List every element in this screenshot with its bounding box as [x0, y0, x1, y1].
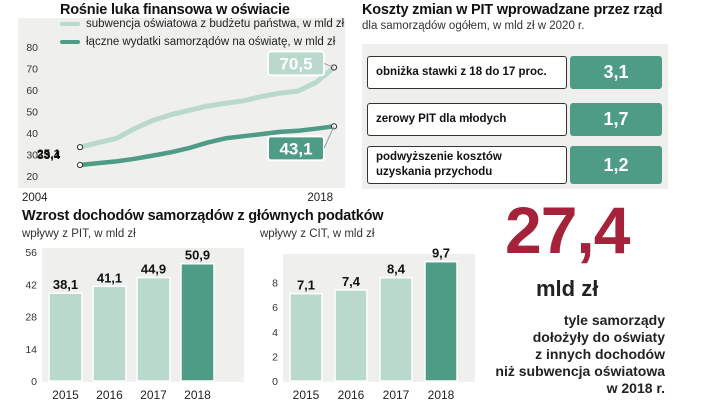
- y-tick-label: 30: [26, 150, 38, 162]
- cost-row-label: obniżka stawki z 18 do 17 proc.: [367, 56, 567, 89]
- x-tick-label: 2016: [96, 388, 123, 402]
- cost-table-subtitle: dla samorządów ogółem, w mld zł w 2020 r…: [362, 20, 585, 32]
- y-tick-label: 40: [26, 128, 38, 140]
- leader-line: [323, 126, 335, 149]
- bar: [289, 292, 323, 382]
- point-marker: [76, 161, 84, 169]
- bar: [379, 276, 413, 382]
- cost-row-value: 3,1: [570, 56, 662, 89]
- y-tick-label: 80: [26, 42, 38, 54]
- cost-row-label: zerowy PIT dla młodych: [367, 103, 567, 136]
- x-tick-label: 2015: [52, 388, 79, 402]
- x-tick-label: 2017: [140, 388, 167, 402]
- bar: [48, 292, 83, 382]
- bar-value-label: 41,1: [97, 270, 122, 285]
- series-line: [77, 64, 337, 150]
- cost-row-value: 1,2: [570, 146, 662, 184]
- y-tick-label: 6: [272, 302, 278, 314]
- bar-value-label: 44,9: [141, 262, 166, 277]
- data-label: 25,1: [37, 147, 61, 161]
- cost-row: podwyższenie kosztów uzyskania przychodu…: [367, 146, 662, 184]
- legend-swatch-light: [60, 22, 80, 26]
- x-tick-label: 2017: [383, 388, 410, 402]
- leader-line: [323, 62, 335, 68]
- y-tick-label: 0: [31, 376, 37, 388]
- bar: [92, 285, 127, 382]
- legend-item-wydatki: łączne wydatki samorządów na oświatę, w …: [60, 36, 335, 48]
- y-tick-label: 28: [25, 312, 37, 324]
- bar-value-label: 8,4: [387, 262, 406, 277]
- caption-line: niż subwencja oświatowa: [495, 363, 665, 379]
- y-tick-label: 20: [26, 171, 38, 183]
- y-tick-label: 0: [272, 376, 278, 388]
- bar-charts-title: Wzrost dochodów samorządów z głównych po…: [22, 208, 384, 224]
- cost-row-value: 1,7: [570, 103, 662, 136]
- bar: [136, 276, 171, 382]
- y-tick-label: 56: [25, 247, 37, 259]
- x-tick-label: 2016: [338, 388, 365, 402]
- x-tick-label: 2004: [22, 192, 48, 204]
- legend-swatch-dark: [60, 40, 80, 44]
- y-tick-label: 60: [26, 85, 38, 97]
- y-tick-label: 14: [25, 344, 37, 356]
- data-label: 70,5: [279, 54, 312, 73]
- legend-label-wydatki: łączne wydatki samorządów na oświatę, w …: [86, 36, 336, 48]
- caption-line: z innych dochodów: [535, 346, 665, 362]
- bar-value-label: 7,4: [342, 274, 361, 289]
- bar-value-label: 7,1: [297, 278, 315, 293]
- bar-value-label: 9,7: [432, 246, 450, 261]
- cost-table-title: Koszty zmian w PIT wprowadzane przez rzą…: [362, 2, 663, 18]
- data-label: 33,4: [37, 148, 61, 162]
- data-label: 43,1: [279, 139, 312, 158]
- bar: [334, 289, 368, 382]
- bar: [424, 260, 458, 382]
- bar: [180, 262, 215, 382]
- y-tick-label: 2: [272, 351, 278, 363]
- y-tick-label: 50: [26, 107, 38, 119]
- highlight-number: 27,4: [505, 193, 630, 267]
- x-tick-label: 2018: [307, 192, 333, 204]
- point-marker: [76, 144, 84, 151]
- cit-subtitle: wpływy z CIT, w mld zł: [260, 228, 375, 240]
- pit-subtitle: wpływy z PIT, w mld zł: [22, 228, 136, 240]
- cost-row: zerowy PIT dla młodych 1,7: [367, 103, 662, 136]
- legend-item-subwencja: subwencja oświatowa z budżetu państwa, w…: [60, 18, 344, 30]
- cost-row: obniżka stawki z 18 do 17 proc. 3,1: [367, 56, 662, 89]
- x-tick-label: 2015: [293, 388, 320, 402]
- bar-value-label: 38,1: [53, 277, 78, 292]
- caption-line: w 2018 r.: [606, 380, 665, 396]
- caption-line: dołożyły do oświaty: [532, 329, 665, 345]
- y-tick-label: 4: [272, 327, 278, 339]
- x-tick-label: 2018: [184, 388, 211, 402]
- series-line: [77, 124, 337, 168]
- line-chart-title: Rośnie luka finansowa w oświacie: [60, 2, 290, 18]
- caption-line: tyle samorządy: [563, 312, 665, 328]
- y-tick-label: 70: [26, 64, 38, 76]
- bar-value-label: 50,9: [185, 248, 210, 263]
- highlight-caption: tyle samorządy dołożyły do oświaty z inn…: [445, 312, 665, 397]
- highlight-unit: mld zł: [536, 276, 599, 301]
- x-tick-label: 2018: [428, 388, 455, 402]
- cost-row-label: podwyższenie kosztów uzyskania przychodu: [367, 146, 567, 184]
- legend-label-subwencja: subwencja oświatowa z budżetu państwa, w…: [86, 18, 345, 30]
- y-tick-label: 42: [25, 279, 37, 291]
- y-tick-label: 8: [272, 278, 278, 290]
